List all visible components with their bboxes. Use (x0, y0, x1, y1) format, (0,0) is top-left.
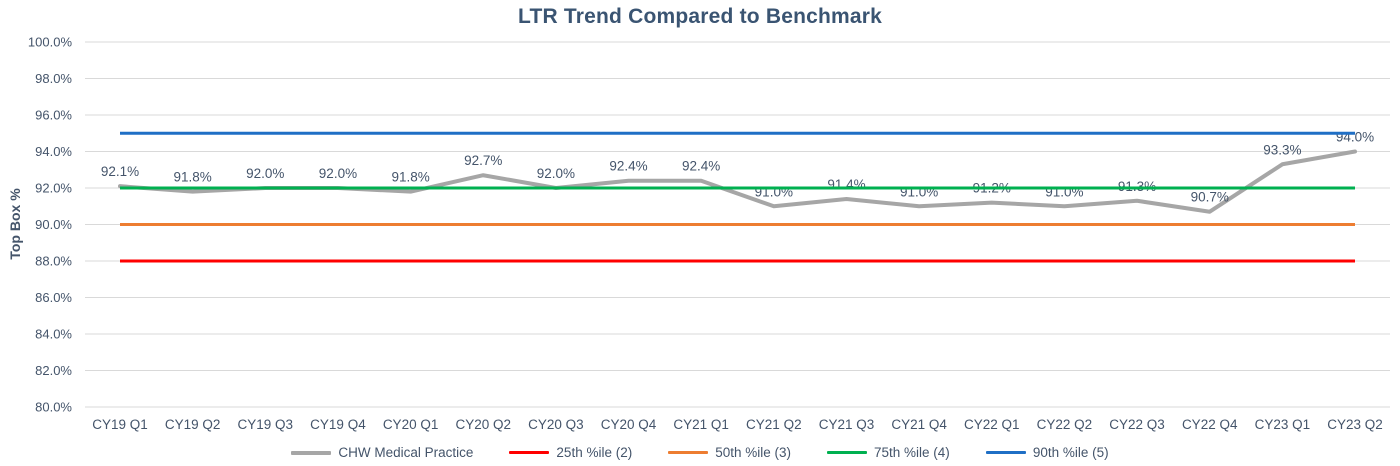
y-tick-label: 80.0% (35, 400, 72, 415)
y-tick-label: 94.0% (35, 144, 72, 159)
legend-line-swatch (827, 451, 868, 454)
data-label: 92.4% (682, 159, 720, 174)
legend-line-swatch (509, 451, 550, 454)
legend-item: 75th %ile (4) (827, 445, 950, 460)
x-tick-label: CY20 Q4 (601, 417, 657, 432)
x-tick-label: CY22 Q2 (1037, 417, 1093, 432)
data-label: 92.0% (319, 166, 357, 181)
y-tick-label: 96.0% (35, 108, 72, 123)
x-tick-label: CY20 Q2 (455, 417, 511, 432)
legend-label: 75th %ile (4) (874, 445, 950, 460)
x-tick-label: CY22 Q3 (1109, 417, 1165, 432)
data-label: 93.3% (1263, 142, 1301, 157)
legend-item: 50th %ile (3) (668, 445, 791, 460)
y-tick-label: 84.0% (35, 327, 72, 342)
x-tick-label: CY21 Q2 (746, 417, 802, 432)
chart-title: LTR Trend Compared to Benchmark (517, 5, 883, 28)
data-label: 92.0% (537, 166, 575, 181)
legend-line-swatch (985, 451, 1026, 454)
x-tick-label: CY21 Q3 (819, 417, 875, 432)
x-tick-label: CY19 Q1 (92, 417, 148, 432)
data-label: 91.3% (1118, 179, 1156, 194)
legend-item: 25th %ile (2) (509, 445, 632, 460)
x-tick-label: CY23 Q2 (1327, 417, 1383, 432)
y-tick-label: 90.0% (35, 217, 72, 232)
data-label: 92.4% (609, 159, 647, 174)
legend-label: 25th %ile (2) (556, 445, 633, 460)
data-label: 92.0% (246, 166, 284, 181)
legend-line-swatch (668, 451, 709, 454)
legend-label: 90th %ile (5) (1032, 445, 1109, 460)
x-tick-label: CY20 Q1 (383, 417, 439, 432)
y-tick-label: 88.0% (35, 254, 72, 269)
series-line-chw-medical-practice (118, 149, 1357, 214)
legend-item: CHW Medical Practice (291, 445, 473, 460)
x-tick-label: CY22 Q1 (964, 417, 1020, 432)
data-label: 92.7% (464, 153, 502, 168)
data-label: 92.1% (101, 164, 139, 179)
x-tick-label: CY21 Q1 (673, 417, 729, 432)
legend-item: 90th %ile (5) (985, 445, 1109, 460)
x-tick-label: CY19 Q4 (310, 417, 366, 432)
data-label: 91.4% (827, 177, 865, 192)
x-tick-label: CY23 Q1 (1255, 417, 1311, 432)
legend-line-swatch (291, 450, 332, 455)
y-tick-label: 86.0% (35, 290, 72, 305)
y-tick-label: 98.0% (35, 71, 72, 86)
data-label: 90.7% (1191, 190, 1229, 205)
data-label: 91.8% (391, 170, 429, 185)
legend-label: 50th %ile (3) (715, 445, 792, 460)
x-tick-label: CY22 Q4 (1182, 417, 1238, 432)
legend-label: CHW Medical Practice (338, 445, 474, 460)
x-tick-label: CY20 Q3 (528, 417, 584, 432)
y-tick-label: 82.0% (35, 363, 72, 378)
y-tick-label: 100.0% (28, 35, 73, 50)
x-tick-label: CY19 Q3 (238, 417, 294, 432)
data-label: 91.8% (174, 170, 212, 185)
legend: CHW Medical Practice 25th %ile (2) 50th %i… (0, 445, 1400, 460)
y-tick-label: 92.0% (35, 181, 72, 196)
x-tick-label: CY21 Q4 (891, 417, 947, 432)
x-tick-label: CY19 Q2 (165, 417, 221, 432)
